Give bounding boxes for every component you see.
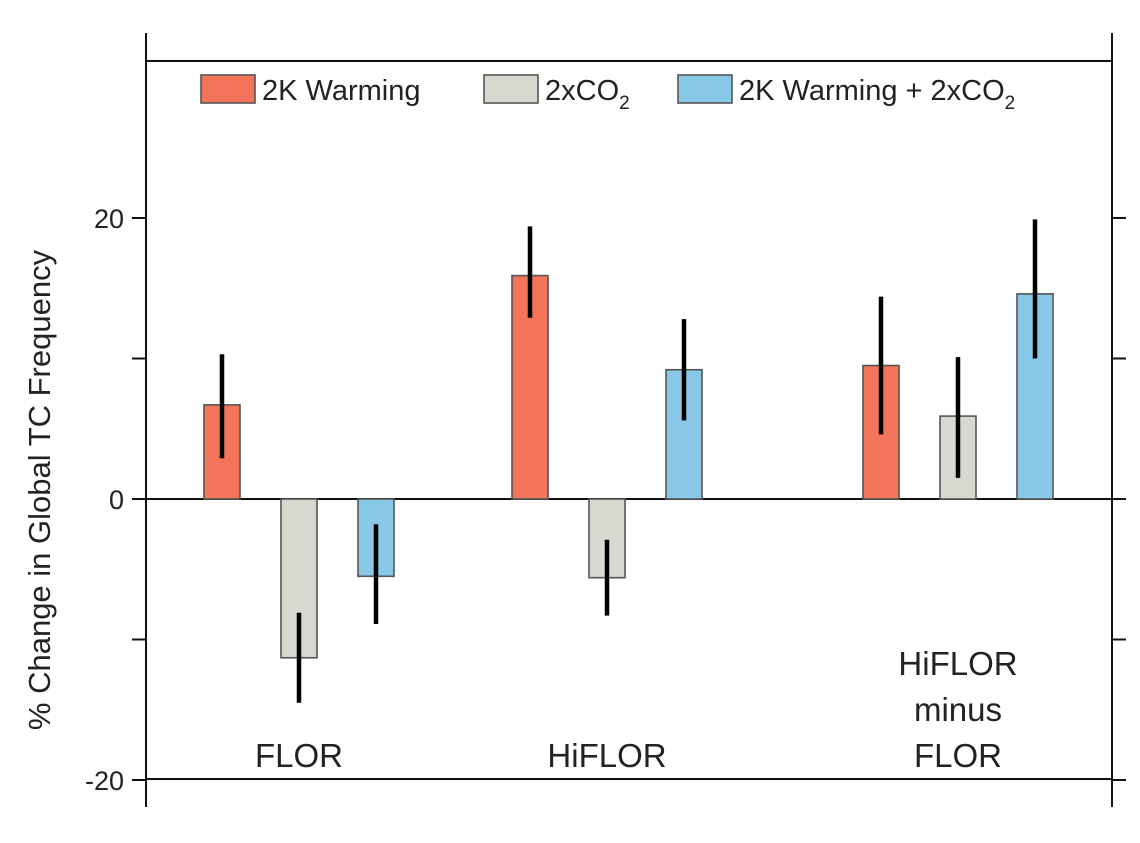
category-labels: FLOR HiFLOR HiFLOR minus FLOR bbox=[255, 645, 1018, 774]
legend-label: 2xCO2 bbox=[545, 75, 630, 114]
y-tick-label: 0 bbox=[109, 485, 124, 515]
legend-label: 2K Warming + 2xCO2 bbox=[739, 75, 1015, 114]
axes: -20 0 20 bbox=[85, 204, 1126, 796]
category-label: HiFLOR bbox=[898, 645, 1017, 682]
category-label: minus bbox=[914, 691, 1002, 728]
y-tick-label: 20 bbox=[94, 204, 124, 234]
legend-swatch bbox=[200, 74, 256, 104]
error-bars bbox=[219, 219, 1038, 703]
legend-swatch bbox=[677, 74, 733, 104]
legend: 2K Warming 2xCO2 2K Warming + 2xCO2 bbox=[200, 74, 1015, 114]
bars bbox=[203, 274, 1054, 659]
y-axis-title: % Change in Global TC Frequency bbox=[22, 249, 57, 730]
bar bbox=[511, 274, 549, 500]
category-label: HiFLOR bbox=[547, 737, 666, 774]
category-label: FLOR bbox=[914, 737, 1002, 774]
y-tick-label: -20 bbox=[85, 766, 124, 796]
legend-swatch bbox=[483, 74, 539, 104]
category-label: FLOR bbox=[255, 737, 343, 774]
legend-label: 2K Warming bbox=[262, 75, 420, 107]
